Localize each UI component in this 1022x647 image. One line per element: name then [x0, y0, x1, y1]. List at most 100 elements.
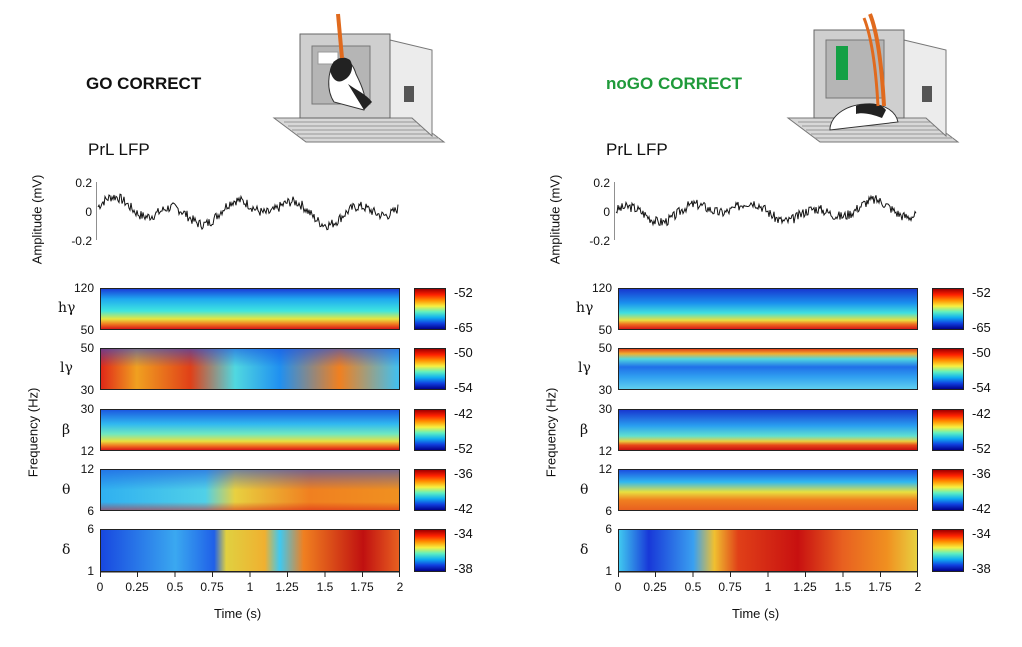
go-cbar5-max: -34 — [454, 526, 473, 541]
go-band1-tick-top: 120 — [73, 281, 94, 295]
go-amp-tick-top: 0.2 — [75, 176, 92, 190]
go-spectrogram-theta — [100, 469, 400, 511]
nogo-amp-tick-mid: 0 — [603, 205, 610, 219]
nogo-band3-label: β — [580, 422, 589, 438]
nogo-cbar1-min: -65 — [972, 320, 991, 335]
nogo-band3-tick-top: 30 — [598, 402, 612, 416]
go-cbar4-max: -36 — [454, 466, 473, 481]
go-band2-label: lγ — [60, 360, 73, 376]
go-band1-label: hγ — [58, 300, 76, 316]
go-lfp-trace — [96, 182, 399, 240]
nogo-operant-box-illustration — [786, 13, 960, 143]
nogo-colorbar-delta — [932, 529, 964, 572]
go-colorbar-theta — [414, 469, 446, 511]
go-xtick-6: 1.5 — [316, 580, 334, 594]
nogo-cbar2-max: -50 — [972, 345, 991, 360]
nogo-lfp-trace — [614, 182, 917, 240]
nogo-cbar4-max: -36 — [972, 466, 991, 481]
nogo-cbar5-max: -34 — [972, 526, 991, 541]
nogo-band5-label: δ — [580, 542, 589, 558]
nogo-amplitude-axis-label: Amplitude (mV) — [547, 174, 563, 265]
go-xtick-5: 1.25 — [275, 580, 299, 594]
go-spectrogram-high-gamma — [100, 288, 400, 330]
go-band4-label: θ — [62, 482, 71, 498]
go-band3-tick-bot: 12 — [80, 444, 94, 458]
nogo-band4-tick-top: 12 — [598, 462, 612, 476]
nogo-spectrogram-theta — [618, 469, 918, 511]
go-xtick-1: 0.25 — [125, 580, 149, 594]
nogo-xtick-2: 0.5 — [684, 580, 702, 594]
go-band2-tick-bot: 30 — [80, 383, 94, 397]
nogo-band4-label: θ — [580, 482, 589, 498]
go-title: GO CORRECT — [86, 74, 202, 93]
go-spectrogram-beta — [100, 409, 400, 451]
nogo-frequency-axis-label: Frequency (Hz) — [543, 387, 559, 478]
nogo-spectrogram-beta — [618, 409, 918, 451]
nogo-band2-label: lγ — [578, 360, 591, 376]
nogo-xtick-7: 1.75 — [868, 580, 892, 594]
go-amp-tick-mid: 0 — [85, 205, 92, 219]
nogo-xtick-8: 2 — [914, 580, 922, 594]
go-band5-tick-top: 6 — [87, 522, 94, 536]
go-band5-label: δ — [62, 542, 71, 558]
nogo-lfp-label: PrL LFP — [606, 140, 668, 159]
go-cbar3-min: -52 — [454, 441, 473, 456]
go-xtick-3: 0.75 — [200, 580, 224, 594]
go-band1-tick-bot: 50 — [80, 323, 94, 337]
nogo-colorbar-low-gamma — [932, 348, 964, 390]
nogo-time-axis — [618, 572, 918, 577]
go-colorbar-low-gamma — [414, 348, 446, 390]
nogo-xtick-5: 1.25 — [793, 580, 817, 594]
nogo-band2-tick-bot: 30 — [598, 383, 612, 397]
nogo-colorbar-theta — [932, 469, 964, 511]
go-band5-tick-bot: 1 — [87, 564, 94, 578]
nogo-band1-tick-top: 120 — [591, 281, 612, 295]
nogo-xtick-1: 0.25 — [643, 580, 667, 594]
go-colorbar-beta — [414, 409, 446, 451]
nogo-cbar2-min: -54 — [972, 380, 991, 395]
go-cbar1-min: -65 — [454, 320, 473, 335]
nogo-amp-tick-bot: -0.2 — [589, 234, 610, 248]
go-cbar2-max: -50 — [454, 345, 473, 360]
go-colorbar-high-gamma — [414, 288, 446, 330]
nogo-cbar3-max: -42 — [972, 406, 991, 421]
go-spectrogram-low-gamma — [100, 348, 400, 390]
go-panel: GO CORRECT PrL LFP Amplitude (mV) 0.2 0 … — [26, 13, 473, 621]
nogo-spectrogram-high-gamma — [618, 288, 918, 330]
nogo-xtick-4: 1 — [764, 580, 772, 594]
nogo-cbar5-min: -38 — [972, 561, 991, 576]
go-spectrogram-delta — [100, 529, 400, 572]
go-operant-box-illustration — [272, 13, 446, 143]
go-cbar2-min: -54 — [454, 380, 473, 395]
go-xtick-2: 0.5 — [166, 580, 184, 594]
go-band4-tick-top: 12 — [80, 462, 94, 476]
go-cbar3-max: -42 — [454, 406, 473, 421]
nogo-spectrogram-delta — [618, 529, 918, 572]
go-colorbar-delta — [414, 529, 446, 572]
go-cbar4-min: -42 — [454, 501, 473, 516]
go-time-axis-label: Time (s) — [214, 606, 262, 621]
nogo-xtick-0: 0 — [614, 580, 622, 594]
go-xtick-4: 1 — [246, 580, 254, 594]
nogo-band3-tick-bot: 12 — [598, 444, 612, 458]
go-amp-tick-bot: -0.2 — [71, 234, 92, 248]
go-band2-tick-top: 50 — [80, 341, 94, 355]
go-xtick-7: 1.75 — [350, 580, 374, 594]
nogo-xtick-3: 0.75 — [718, 580, 742, 594]
go-lfp-label: PrL LFP — [88, 140, 150, 159]
nogo-title: noGO CORRECT — [606, 74, 742, 93]
nogo-band5-tick-top: 6 — [605, 522, 612, 536]
go-band4-tick-bot: 6 — [87, 504, 94, 518]
nogo-time-axis-label: Time (s) — [732, 606, 780, 621]
go-cbar5-min: -38 — [454, 561, 473, 576]
nogo-band5-tick-bot: 1 — [605, 564, 612, 578]
go-xtick-0: 0 — [96, 580, 104, 594]
go-xtick-8: 2 — [396, 580, 404, 594]
nogo-colorbar-beta — [932, 409, 964, 451]
go-band3-label: β — [62, 422, 71, 438]
nogo-colorbar-high-gamma — [932, 288, 964, 330]
nogo-xtick-6: 1.5 — [834, 580, 852, 594]
nogo-cbar3-min: -52 — [972, 441, 991, 456]
nogo-spectrogram-low-gamma — [618, 348, 918, 390]
nogo-band2-tick-top: 50 — [598, 341, 612, 355]
